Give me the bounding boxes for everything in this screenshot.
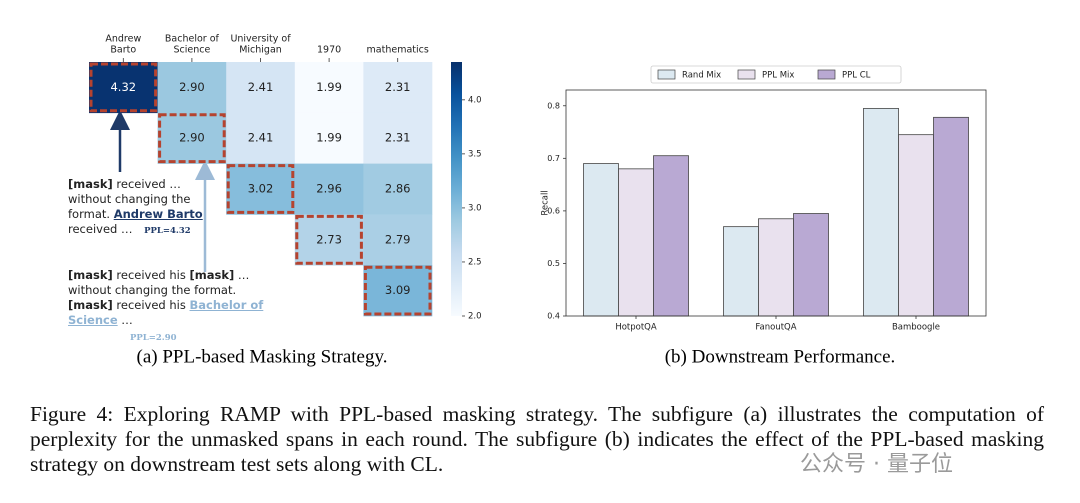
column-label: Andrew — [105, 34, 141, 45]
ppl-label: PPL=4.32 — [144, 226, 191, 236]
cell-label: 2.79 — [385, 232, 411, 246]
annotation: [mask] received … without changing the f… — [68, 177, 218, 239]
bar — [793, 213, 829, 317]
highlight-box — [295, 214, 363, 265]
y-tick-label: 0.5 — [547, 259, 560, 268]
annotation-text: … — [117, 313, 133, 327]
colorbar-tick-label: 3.0 — [468, 203, 482, 213]
y-axis-label: Recall — [541, 190, 551, 215]
heatmap-cell — [363, 214, 433, 266]
bar — [758, 218, 794, 317]
cell-label: 2.96 — [316, 182, 342, 196]
heatmap-cell — [89, 62, 158, 114]
highlight-box — [226, 164, 295, 214]
legend-label: PPL Mix — [762, 71, 794, 81]
annotation-text: received … — [68, 222, 137, 236]
legend-swatch — [657, 69, 676, 80]
colorbar — [451, 62, 462, 316]
bar — [898, 134, 934, 317]
figure-caption: Figure 4: Exploring RAMP with PPL-based … — [30, 402, 1044, 476]
bar — [653, 155, 689, 317]
cell-label: 4.32 — [110, 80, 136, 94]
mask-token: [mask] — [68, 177, 113, 191]
bar — [723, 226, 759, 317]
annotation-text: … without changing the format. — [68, 268, 250, 297]
subfigure-caption: (b) Downstream Performance. — [665, 346, 896, 367]
heatmap-cell — [294, 112, 364, 164]
cell-label: 3.02 — [248, 182, 274, 196]
column-label: University of — [230, 34, 291, 45]
column-label: Science — [173, 45, 210, 56]
annotation-text: received his — [112, 298, 190, 312]
mask-token: [mask] — [68, 268, 113, 282]
heatmap-cell — [294, 62, 364, 114]
column-label: mathematics — [367, 45, 429, 56]
y-tick-label: 0.7 — [547, 154, 560, 163]
legend-swatch — [737, 69, 756, 80]
colorbar-tick-label: 3.5 — [468, 149, 482, 159]
heatmap-cell — [363, 265, 433, 317]
heatmap-cell — [226, 163, 296, 215]
cell-label: 2.31 — [385, 131, 411, 145]
mask-token: [mask] — [189, 268, 235, 282]
heatmap-cell — [226, 62, 296, 114]
bar — [618, 168, 654, 317]
cell-label: 2.86 — [385, 182, 411, 196]
legend-label: PPL CL — [842, 71, 871, 81]
cell-label: 2.73 — [316, 232, 342, 246]
highlight-box — [89, 62, 158, 113]
y-tick-label: 0.4 — [547, 312, 560, 321]
cell-label: 2.90 — [179, 80, 205, 94]
subfigure-caption: (a) PPL-based Masking Strategy. — [137, 346, 388, 367]
legend-swatch — [817, 69, 836, 80]
answer-span: Andrew Barto — [113, 207, 203, 221]
annotation-text: received his — [112, 268, 190, 282]
heatmap-cell — [294, 214, 364, 266]
highlight-box — [363, 265, 432, 316]
ppl-label: PPL=2.90 — [130, 333, 177, 343]
cell-label: 2.41 — [248, 131, 274, 145]
bar — [933, 116, 969, 317]
heatmap-cell — [363, 112, 433, 164]
answer-span: Bachelor of Science — [68, 298, 264, 327]
colorbar-tick-label: 4.0 — [468, 95, 482, 105]
heatmap-cell — [157, 112, 227, 164]
bar — [583, 163, 619, 317]
cell-label: 2.31 — [385, 80, 411, 94]
cell-label: 2.90 — [179, 131, 205, 145]
y-tick-label: 0.8 — [547, 101, 560, 110]
column-label: Michigan — [239, 45, 282, 56]
legend-label: Rand Mix — [682, 71, 721, 81]
annotation-text: received … without changing the format. — [68, 177, 191, 221]
bar — [863, 107, 899, 317]
cell-label: 2.41 — [248, 80, 274, 94]
x-tick-label: Bamboogle — [892, 323, 940, 333]
column-label: 1970 — [317, 45, 341, 56]
x-tick-label: HotpotQA — [615, 323, 657, 333]
column-label: Barto — [110, 45, 136, 56]
annotation: [mask] received his [mask] … without cha… — [68, 268, 283, 346]
legend-frame — [650, 65, 902, 84]
cell-label: 3.09 — [385, 283, 411, 297]
heatmap-cell — [363, 62, 433, 114]
heatmap-cell — [363, 163, 433, 215]
cell-label: 1.99 — [316, 131, 342, 145]
colorbar-tick-label: 2.5 — [468, 257, 482, 267]
plot-frame — [565, 89, 987, 317]
mask-token: [mask] — [68, 298, 113, 312]
cell-label: 1.99 — [316, 80, 342, 94]
figure: (a) PPL-based Masking Strategy. (b) Down… — [89, 34, 987, 367]
heatmap-cell — [294, 163, 364, 215]
column-label: Bachelor of — [165, 34, 220, 45]
y-tick-label: 0.6 — [547, 206, 560, 215]
colorbar-tick-label: 2.0 — [468, 312, 482, 322]
watermark: 公众号 · 量子位 — [800, 452, 953, 477]
heatmap-cell — [157, 62, 227, 114]
highlight-box — [158, 113, 226, 164]
heatmap-cell — [226, 112, 296, 164]
x-tick-label: FanoutQA — [755, 323, 796, 333]
